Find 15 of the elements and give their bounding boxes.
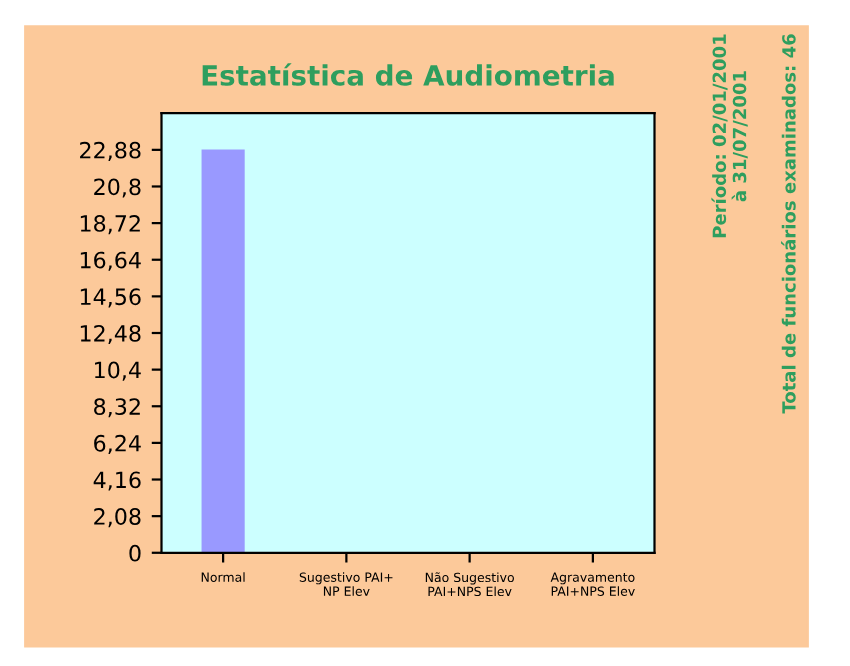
text: Período: 02/01/2001 à 31/07/2001 xyxy=(711,34,748,238)
y-tick-label: 14,56 xyxy=(80,288,141,308)
text: Total de funcionários examinados: 46 xyxy=(781,34,796,414)
chart-title: Estatística de Audiometria xyxy=(202,63,614,86)
y-tick-label: 6,24 xyxy=(94,434,141,454)
y-tick-label: 16,64 xyxy=(80,251,141,271)
y-tick-label: 4,16 xyxy=(93,471,141,491)
y-tick-label: 2,08 xyxy=(94,508,141,528)
y-tick-label: 8,32 xyxy=(94,398,140,418)
y-tick-label: 12,48 xyxy=(80,324,141,345)
y-tick-label: 18,72 xyxy=(80,215,140,235)
y-tick-label: 20,8 xyxy=(94,178,141,198)
y-tick-label: 0 xyxy=(129,544,141,562)
y-tick-label: 10,4 xyxy=(95,361,141,381)
y-tick-label: 22,88 xyxy=(80,141,141,161)
